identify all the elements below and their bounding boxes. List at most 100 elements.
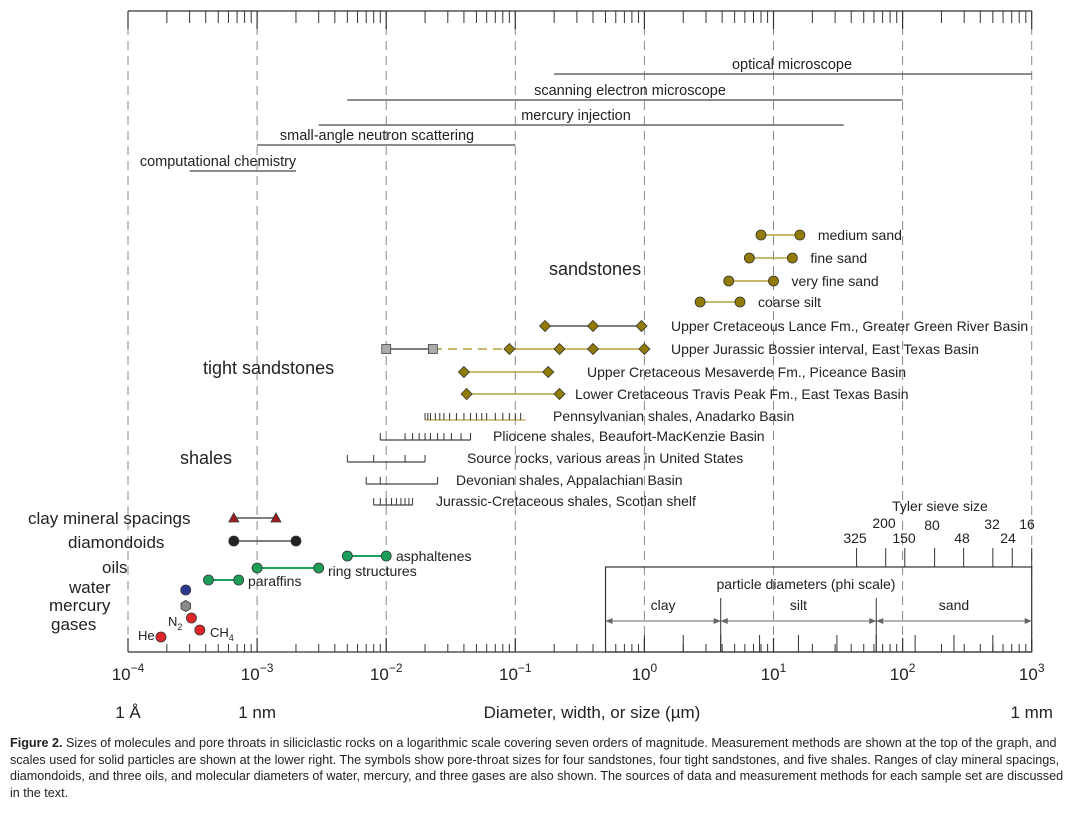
tick-exponent: −2: [389, 661, 403, 675]
he-label: He: [138, 628, 155, 643]
tick-exponent: −4: [131, 661, 145, 675]
sandstone-label: coarse silt: [758, 294, 821, 310]
measurement-methods: optical microscope scanning electron micr…: [140, 57, 1032, 172]
unit-label: 1 nm: [238, 703, 276, 722]
sieve-label: 24: [1000, 530, 1016, 546]
phi-arrowhead-left: [876, 618, 884, 624]
clay-mineral-spacings-label: clay mineral spacings: [28, 509, 191, 528]
molecule-point: [155, 631, 167, 643]
group-label: tight sandstones: [203, 358, 334, 378]
shale-label: Devonian shales, Appalachian Basin: [456, 472, 683, 488]
n2-label: N2: [168, 614, 182, 632]
molecule-point: [313, 562, 325, 574]
tick-label: 10−1: [499, 661, 532, 684]
molecule-labels: clay mineral spacings diamondoids oilswate…: [28, 509, 191, 634]
ch4-label: CH4: [210, 625, 234, 643]
shale-label: Jurassic-Cretaceous shales, Scotian shel…: [436, 493, 696, 509]
tight-square-point: [381, 344, 392, 354]
tight-sandstone-point: [460, 387, 473, 401]
group-label: sandstones: [549, 259, 641, 279]
oils-label: oils: [102, 558, 128, 577]
shale-label: Pennsylvanian shales, Anadarko Basin: [553, 408, 794, 424]
sieve-label: 150: [892, 530, 916, 546]
tick-label: 10−3: [241, 661, 274, 684]
molecule-point: [251, 562, 263, 574]
molecule-point: [270, 512, 282, 523]
tight-sandstone-point: [635, 319, 648, 333]
molecule-point: [186, 612, 197, 624]
unit-label: 1 mm: [1010, 703, 1053, 722]
sandstone-label: medium sand: [818, 227, 902, 243]
tight-sandstone-point: [503, 342, 516, 356]
molecule-point: [233, 574, 245, 586]
molecule-point: [203, 574, 214, 586]
molecule-point: [228, 535, 240, 547]
method-label: small-angle neutron scattering: [280, 128, 474, 144]
tight-sandstone-point: [586, 342, 600, 356]
molecule-point: [180, 584, 192, 596]
shale-label: Source rocks, various areas in United St…: [467, 450, 743, 466]
sandstone-point: [755, 229, 767, 241]
sandstone-point: [723, 275, 735, 287]
tyler-sieve-title: Tyler sieve size: [892, 498, 988, 514]
method-label: mercury injection: [521, 108, 631, 124]
tight-sandstone-point: [553, 387, 566, 401]
tick-label: 103: [1019, 661, 1045, 684]
tight-sandstone-series: Upper Cretaceous Lance Fm., Greater Gree…: [381, 318, 1028, 402]
n2-subscript: 2: [177, 622, 182, 632]
diamondoids-label: diamondoids: [68, 533, 164, 552]
molecule-point: [341, 550, 353, 562]
sieve-label: 32: [984, 516, 1000, 532]
x-axis-label: Diameter, width, or size (µm): [484, 703, 701, 722]
sandstone-label: very fine sand: [792, 273, 879, 289]
phi-class-label: silt: [790, 597, 807, 613]
sandstone-point: [794, 229, 806, 241]
tight-sandstone-label: Upper Cretaceous Mesaverde Fm., Piceance…: [587, 364, 906, 380]
tick-exponent: 1: [780, 661, 787, 675]
phi-arrowhead-right: [713, 618, 721, 624]
phi-arrowhead-left: [605, 618, 613, 624]
sandstone-point: [743, 252, 755, 264]
sandstone-point: [768, 275, 779, 287]
tick-exponent: 3: [1038, 661, 1045, 675]
ring-structures-label: ring structures: [328, 563, 417, 579]
shale-series: Pennsylvanian shales, Anadarko Basin Plio…: [346, 408, 794, 509]
molecule-point: [194, 624, 206, 636]
tight-sandstone-label: Upper Jurassic Bossier interval, East Te…: [671, 341, 979, 357]
phi-scale: particle diameters (phi scale) clay silt sa…: [604, 566, 1033, 653]
phi-arrowhead-left: [720, 618, 728, 624]
tick-label: 10−2: [370, 661, 403, 684]
shale-label: Pliocene shales, Beaufort-MacKenzie Basi…: [493, 428, 765, 444]
tight-sandstone-point: [538, 319, 552, 333]
sieve-label: 80: [924, 517, 940, 533]
method-label: optical microscope: [732, 57, 852, 73]
molecule-point: [380, 550, 392, 562]
phi-class-label: clay: [651, 597, 676, 613]
molecule-point: [180, 600, 191, 612]
sandstone-point: [694, 296, 706, 308]
mercury-label: mercury: [49, 596, 111, 615]
sandstone-point: [734, 296, 746, 308]
tick-label: 102: [890, 661, 916, 684]
unit-label: 1 Å: [115, 703, 141, 722]
tick-label: 100: [632, 661, 658, 684]
molecule-point: [228, 512, 240, 523]
tick-exponent: −1: [518, 661, 532, 675]
sandstone-series: medium sand fine sand very fine sand coarse…: [694, 227, 902, 310]
tight-sandstone-point: [542, 365, 555, 379]
figure-caption: Figure 2. Sizes of molecules and pore th…: [10, 735, 1074, 801]
gridlines: [127, 11, 1033, 652]
sieve-label: 16: [1019, 516, 1035, 532]
method-label: scanning electron microscope: [534, 83, 726, 99]
tight-sandstone-label: Lower Cretaceous Travis Peak Fm., East T…: [575, 386, 909, 402]
tick-exponent: −3: [260, 661, 274, 675]
tight-square-point: [427, 344, 438, 354]
sieve-label: 48: [954, 530, 970, 546]
tight-sandstone-point: [553, 342, 566, 356]
tick-exponent: 2: [909, 661, 916, 675]
water-label: water: [68, 578, 111, 597]
tight-sandstone-point: [638, 342, 651, 356]
